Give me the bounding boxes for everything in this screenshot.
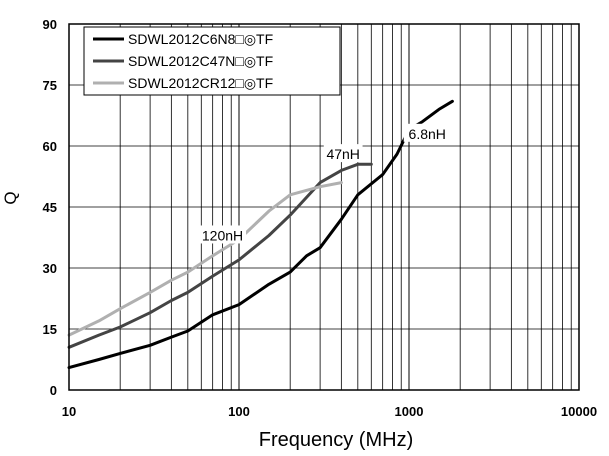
tick-labels: 10 100 1000 10000 0 15 30 45 60 75 90 — [43, 17, 598, 419]
y-tick-label: 0 — [50, 383, 57, 398]
y-tick-label: 30 — [43, 261, 57, 276]
annotations: 6.8nH 47nH 120nH — [199, 123, 451, 244]
plot-frame — [68, 23, 580, 391]
y-tick-label: 90 — [43, 17, 57, 32]
series-line-3 — [67, 181, 343, 337]
x-tick-label: 1000 — [395, 404, 424, 419]
annotation-label: 120nH — [202, 227, 243, 243]
series-line-2 — [67, 162, 373, 349]
legend-label-3: SDWL2012CR12□◎TF — [128, 75, 273, 91]
annotation-background — [403, 123, 451, 142]
x-tick-label: 100 — [228, 404, 250, 419]
legend-label-1: SDWL2012C6N8□◎TF — [128, 31, 273, 47]
legend: SDWL2012C6N8□◎TF SDWL2012C47N□◎TF SDWL20… — [83, 26, 341, 96]
annotation-label: 47nH — [326, 146, 359, 162]
y-tick-label: 45 — [43, 200, 57, 215]
legend-label-2: SDWL2012C47N□◎TF — [128, 53, 273, 69]
y-tick-label: 60 — [43, 139, 57, 154]
y-axis-title: Q — [1, 191, 20, 204]
x-tick-label: 10000 — [561, 404, 597, 419]
annotation-background — [199, 225, 247, 244]
x-tick-label: 10 — [62, 404, 76, 419]
legend-box — [83, 26, 341, 96]
annotation-background — [323, 144, 363, 163]
x-axis-title: Frequency (MHz) — [259, 429, 413, 451]
annotation-label: 6.8nH — [409, 126, 446, 142]
y-tick-label: 75 — [43, 78, 57, 93]
y-tick-label: 15 — [43, 322, 57, 337]
